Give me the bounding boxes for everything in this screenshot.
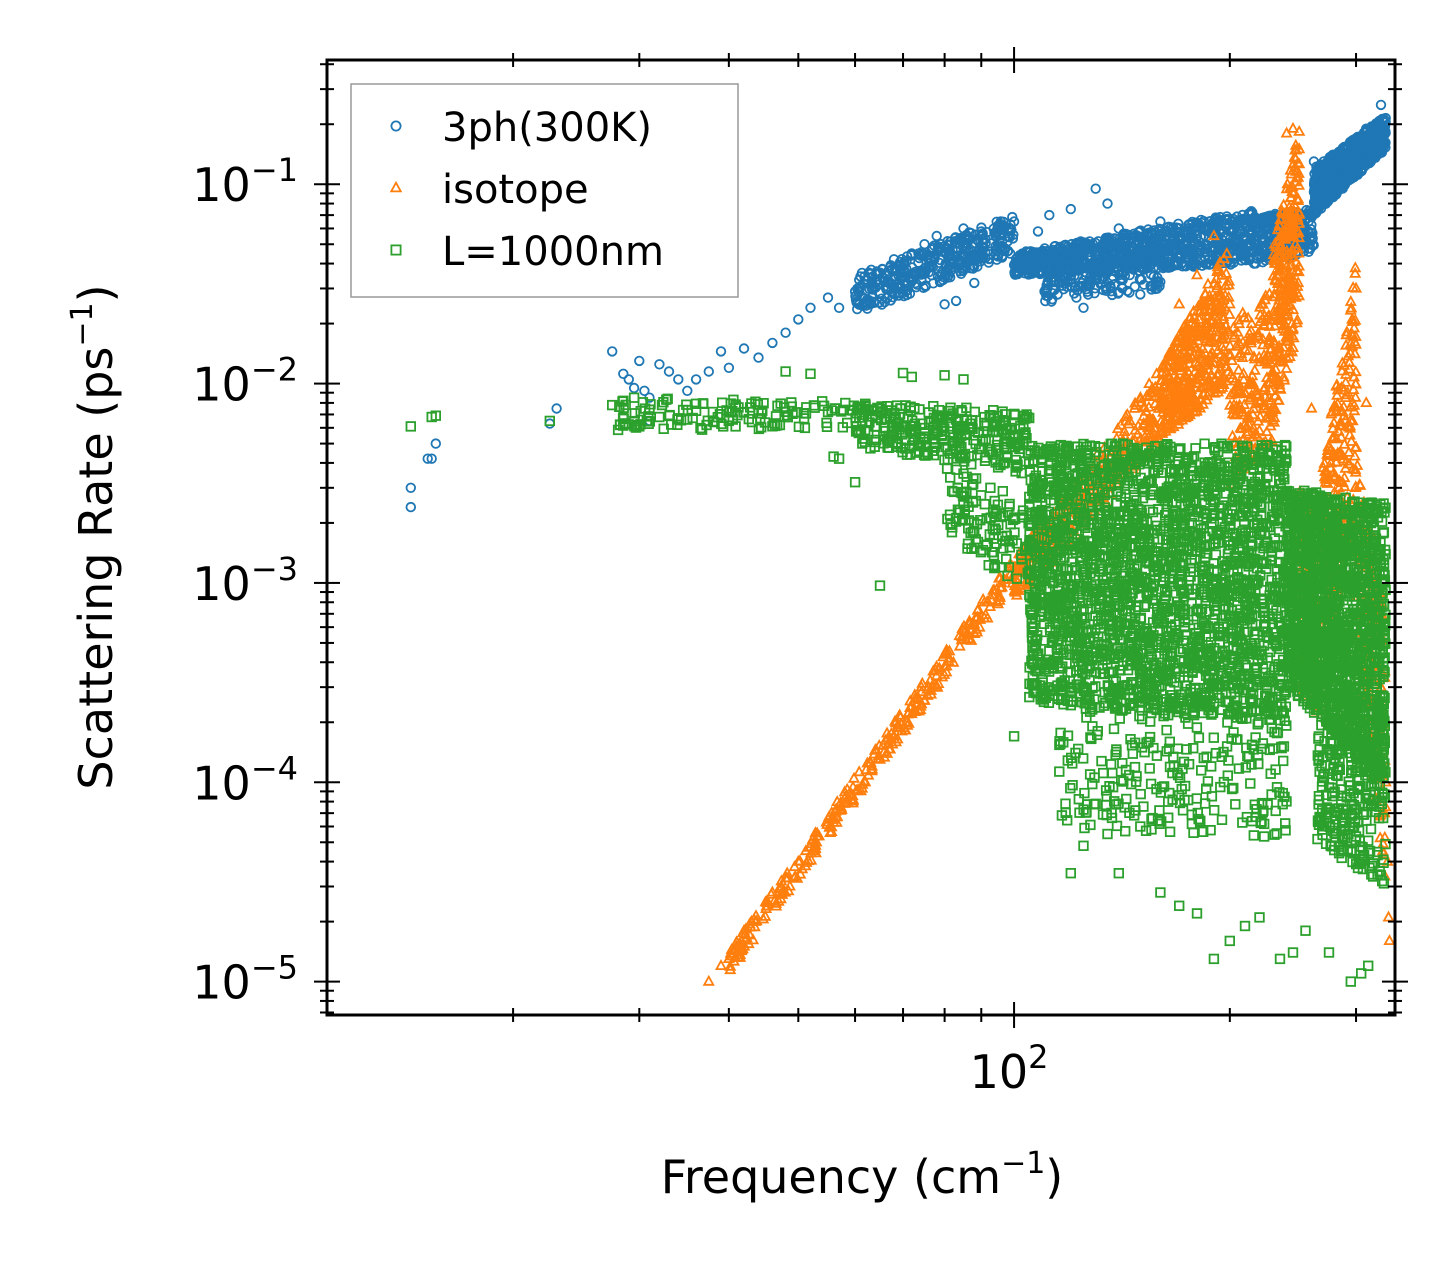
circle-data-point	[913, 257, 924, 268]
circle-data-point	[942, 243, 954, 254]
circle-data-point	[969, 261, 980, 272]
circle-data-point	[906, 271, 918, 282]
circle-data-point	[991, 254, 1003, 265]
circle-data-point	[851, 296, 863, 307]
circle-data-point	[992, 250, 1003, 261]
circle-data-point	[866, 282, 877, 294]
circle-data-point	[902, 285, 913, 296]
circle-data-point	[935, 254, 946, 266]
circle-data-point	[893, 290, 905, 301]
circle-data-point	[912, 279, 923, 290]
circle-data-point	[929, 252, 940, 263]
circle-data-point	[862, 294, 873, 305]
circle-data-point	[900, 279, 911, 291]
circle-data-point	[919, 268, 931, 280]
circle-data-point	[976, 244, 987, 256]
circle-data-point	[964, 251, 976, 262]
circle-data-point	[924, 257, 935, 269]
circle-data-point	[885, 295, 896, 306]
circle-data-point	[958, 238, 969, 249]
circle-data-point	[977, 228, 988, 239]
circle-data-point	[918, 248, 929, 259]
circle-data-point	[929, 240, 940, 251]
circle-data-point	[936, 269, 947, 280]
circle-data-point	[1000, 243, 1011, 254]
circle-data-point	[951, 251, 962, 263]
circle-data-point	[975, 249, 987, 261]
circle-data-point	[957, 265, 969, 277]
circle-data-point	[884, 262, 896, 273]
circle-data-point	[926, 270, 938, 281]
circle-data-point	[890, 270, 901, 282]
data-points-layer	[405, 99, 1395, 987]
circle-data-point	[1009, 268, 1021, 279]
circle-data-point	[876, 299, 888, 310]
circle-data-point	[1187, 216, 1198, 228]
